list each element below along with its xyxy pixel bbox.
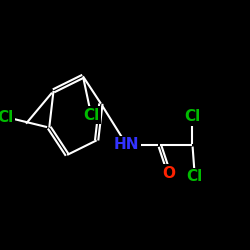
Text: Cl: Cl: [187, 169, 203, 184]
Text: O: O: [162, 166, 175, 181]
Text: Cl: Cl: [83, 108, 99, 122]
Text: Cl: Cl: [0, 110, 14, 124]
Text: Cl: Cl: [184, 109, 200, 124]
Text: HN: HN: [114, 138, 140, 152]
